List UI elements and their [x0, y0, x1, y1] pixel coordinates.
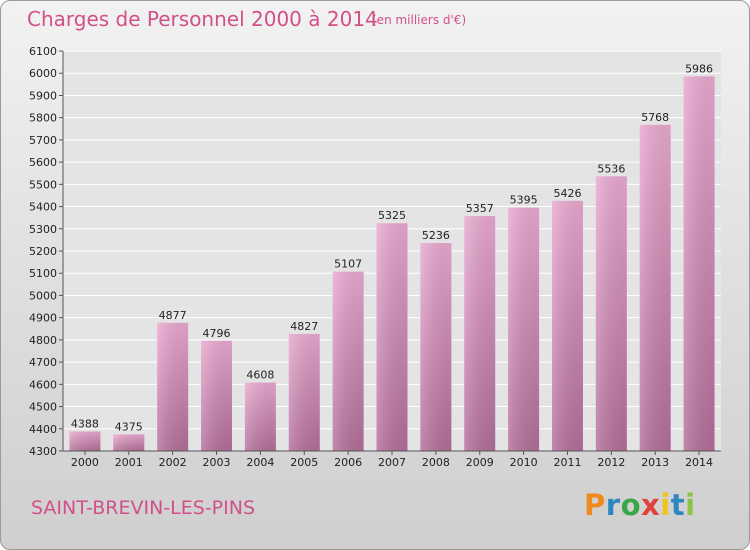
bar-value-label: 5357 [466, 202, 494, 215]
y-tick-label: 6100 [29, 45, 57, 58]
bar-shade [113, 434, 145, 451]
y-tick-label: 4500 [29, 401, 57, 414]
y-tick-label: 6000 [29, 67, 57, 80]
bar-value-label: 5325 [378, 209, 406, 222]
x-tick-label: 2001 [115, 456, 143, 469]
y-tick-label: 5200 [29, 245, 57, 258]
x-tick-label: 2013 [641, 456, 669, 469]
bar-value-label: 5426 [553, 187, 581, 200]
proxiti-logo[interactable]: Proxiti [584, 488, 696, 522]
bar-value-label: 4827 [290, 320, 318, 333]
x-tick-label: 2002 [159, 456, 187, 469]
x-tick-label: 2004 [246, 456, 274, 469]
y-tick-label: 5600 [29, 156, 57, 169]
y-tick-label: 5000 [29, 289, 57, 302]
bar-shade [595, 176, 627, 452]
bar-shade [508, 207, 540, 451]
bar-value-label: 5768 [641, 111, 669, 124]
x-tick-label: 2014 [685, 456, 713, 469]
x-tick-label: 2012 [597, 456, 625, 469]
bar-shade [288, 333, 320, 451]
x-tick-label: 2000 [71, 456, 99, 469]
y-tick-label: 4900 [29, 312, 57, 325]
bar-shade [69, 431, 101, 451]
bar-value-label: 4608 [246, 369, 274, 382]
bar-shade [376, 223, 408, 451]
x-tick-label: 2005 [290, 456, 318, 469]
unit-note: (en milliers d'€) [372, 13, 467, 27]
y-tick-label: 5900 [29, 89, 57, 102]
bar-shade [639, 124, 671, 452]
y-tick-label: 4600 [29, 378, 57, 391]
bar-shade [332, 271, 364, 451]
y-tick-label: 4400 [29, 423, 57, 436]
bar-shade [683, 76, 715, 451]
y-tick-label: 5500 [29, 178, 57, 191]
x-tick-label: 2009 [466, 456, 494, 469]
y-tick-label: 5700 [29, 134, 57, 147]
bar-shade [464, 216, 496, 451]
city-name: SAINT-BREVIN-LES-PINS [31, 497, 256, 519]
bar-shade [201, 340, 233, 451]
bar-value-label: 4388 [71, 417, 99, 430]
y-tick-label: 5300 [29, 223, 57, 236]
bar-value-label: 5107 [334, 258, 362, 271]
bar-value-label: 4375 [115, 420, 143, 433]
bar-value-label: 5986 [685, 62, 713, 75]
chart-title: Charges de Personnel 2000 à 2014 [27, 7, 378, 31]
x-tick-label: 2011 [553, 456, 581, 469]
y-tick-label: 4700 [29, 356, 57, 369]
bar-shade [420, 243, 452, 451]
y-tick-label: 5100 [29, 267, 57, 280]
x-tick-label: 2006 [334, 456, 362, 469]
x-tick-label: 2003 [203, 456, 231, 469]
bar-shade [244, 382, 276, 451]
y-tick-label: 5800 [29, 112, 57, 125]
x-tick-label: 2010 [510, 456, 538, 469]
x-tick-label: 2008 [422, 456, 450, 469]
bar-shade [551, 200, 583, 451]
y-tick-label: 4300 [29, 445, 57, 458]
y-tick-label: 5400 [29, 201, 57, 214]
x-tick-label: 2007 [378, 456, 406, 469]
bar-value-label: 4877 [159, 309, 187, 322]
bar-shade [157, 322, 189, 451]
y-tick-label: 4800 [29, 334, 57, 347]
bar-value-label: 5395 [510, 194, 538, 207]
bar-value-label: 4796 [203, 327, 231, 340]
bar-value-label: 5236 [422, 229, 450, 242]
bar-value-label: 5536 [597, 162, 625, 175]
